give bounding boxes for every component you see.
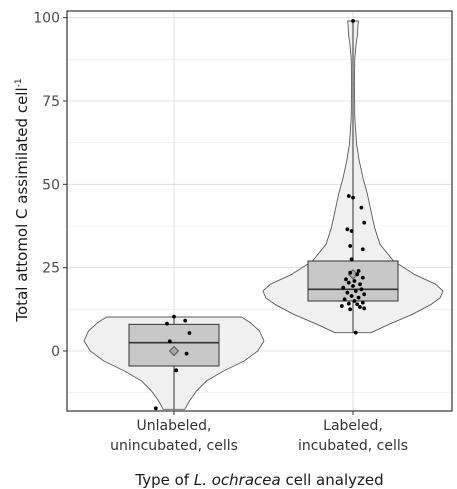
x-axis: Unlabeled, unincubated, cells Labeled, incu… — [110, 411, 408, 454]
data-point — [359, 205, 364, 210]
mean-markers — [168, 269, 359, 357]
x-tick-label: Labeled, — [323, 418, 383, 434]
data-point — [153, 406, 158, 411]
data-point — [187, 331, 192, 335]
data-point — [174, 368, 179, 373]
mean-diamond — [168, 345, 180, 357]
y-axis: 0 25 50 75 100 — [33, 11, 67, 360]
panel-border — [66, 10, 453, 412]
data-point — [362, 292, 367, 297]
data-point — [355, 272, 360, 277]
data-point — [353, 330, 358, 335]
y-tick-label: 100 — [33, 11, 60, 27]
y-tick-label: 50 — [42, 177, 60, 193]
plot-panel — [66, 10, 453, 412]
data-point — [360, 275, 365, 280]
data-point — [349, 294, 354, 298]
data-point — [341, 285, 346, 290]
jitter-points — [153, 19, 367, 411]
data-point — [348, 244, 353, 248]
box-iqr — [128, 323, 220, 367]
data-point — [356, 269, 361, 273]
data-point — [349, 229, 354, 233]
data-point — [349, 257, 354, 262]
data-point — [362, 220, 367, 225]
data-point — [352, 299, 357, 303]
data-point — [359, 287, 364, 292]
boxplots — [128, 21, 399, 410]
data-point — [352, 279, 357, 283]
data-point — [167, 339, 172, 344]
y-tick-label: 75 — [42, 94, 60, 110]
data-point — [346, 280, 351, 285]
minor-gridlines — [67, 59, 452, 393]
y-axis-title: Total attomol C assimilated cell-1 — [13, 78, 31, 322]
y-axis-title-main: Total attomol C assimilated cell — [13, 87, 31, 322]
data-point — [165, 321, 169, 326]
x-axis-title-species: L. ochracea — [194, 471, 281, 489]
x-tick-label: Unlabeled, — [137, 418, 212, 434]
data-point — [344, 277, 348, 282]
data-point — [184, 351, 189, 356]
data-point — [358, 282, 362, 287]
data-point — [172, 314, 176, 319]
x-tick-label: unincubated, cells — [110, 438, 238, 454]
data-point — [351, 195, 355, 200]
data-point — [348, 307, 353, 312]
data-point — [345, 290, 350, 295]
x-axis-title-suffix: cell analyzed — [281, 471, 384, 489]
data-point — [353, 289, 358, 293]
x-axis-title: Type of L. ochracea cell analyzed — [134, 471, 383, 489]
data-point — [339, 304, 344, 308]
x-axis-title-prefix: Type of — [134, 471, 193, 489]
data-point — [360, 300, 365, 305]
data-point — [183, 318, 188, 323]
data-point — [346, 301, 351, 306]
data-point — [351, 19, 355, 23]
data-point — [345, 227, 350, 232]
data-point — [355, 302, 360, 307]
data-point — [360, 247, 365, 252]
data-point — [358, 305, 362, 309]
y-tick-label: 25 — [42, 261, 60, 277]
data-point — [348, 270, 353, 275]
data-point — [356, 295, 361, 300]
data-point — [351, 284, 355, 288]
y-tick-label: 0 — [51, 344, 60, 360]
x-tick-label: incubated, cells — [298, 438, 408, 454]
data-point — [346, 194, 351, 198]
data-point — [342, 297, 347, 302]
data-point — [362, 306, 367, 311]
y-axis-title-superscript: -1 — [14, 78, 24, 87]
